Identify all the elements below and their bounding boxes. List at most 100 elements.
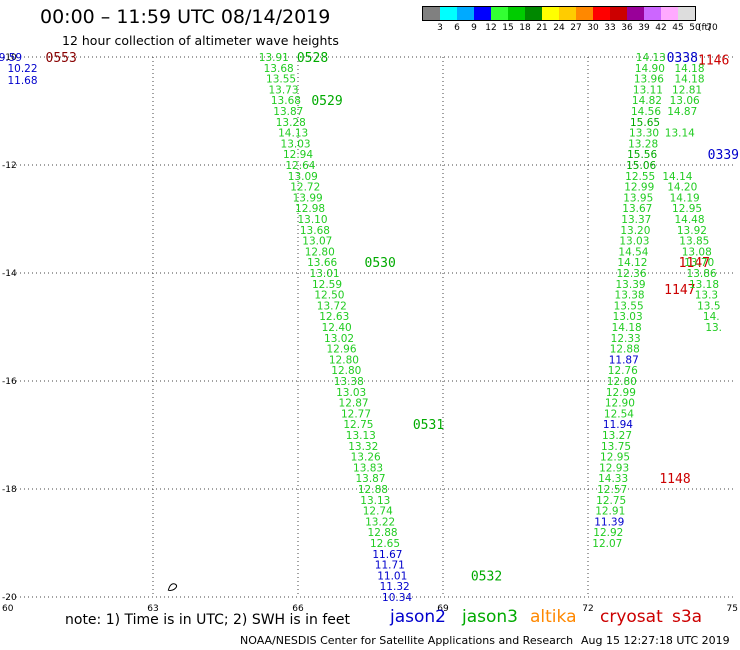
swh-value: 13.68: [271, 95, 301, 107]
page-title: 00:00 – 11:59 UTC 08/14/2019: [40, 6, 331, 28]
swh-value: 12.63: [319, 311, 349, 323]
swh-value: 15.65: [630, 117, 660, 129]
legend-swatch: [661, 7, 678, 20]
swh-value: 13.06: [670, 95, 700, 107]
legend-tick-label: 42: [655, 23, 667, 33]
swh-value: 15.06: [626, 160, 656, 172]
swh-value: 14.13: [636, 52, 666, 64]
swh-value: 13.03: [613, 311, 643, 323]
swh-value: 14.14: [662, 171, 692, 183]
swh-value: 11.87: [609, 354, 639, 366]
legend-tick-label: 45: [672, 23, 684, 33]
swh-value: 13.03: [619, 236, 649, 248]
swh-value: 12.75: [596, 495, 626, 507]
swh-value: 12.99: [624, 182, 654, 194]
swh-value: 12.90: [605, 398, 635, 410]
legend-tick-label: 3: [437, 23, 443, 33]
legend-swatch: [644, 7, 661, 20]
legend-tick-label: 21: [536, 23, 548, 33]
legend-tick-label: 15: [502, 23, 514, 33]
time-label: 0532: [471, 569, 502, 584]
lat-tick-label: -16: [2, 377, 17, 387]
swh-value: 14.13: [278, 128, 308, 140]
swh-value: 13.08: [682, 246, 712, 258]
page-subtitle: 12 hour collection of altimeter wave hei…: [62, 33, 339, 48]
swh-value: 14.54: [618, 246, 648, 258]
legend-swatch: [508, 7, 525, 20]
legend-tick-label: 12: [485, 23, 497, 33]
swh-value: 13.83: [353, 462, 383, 474]
swh-value: 12.36: [616, 268, 646, 280]
generated-timestamp: Aug 15 12:27:18 UTC 2019: [581, 634, 730, 647]
swh-value: 12.33: [611, 333, 641, 345]
swh-value: 13.92: [677, 225, 707, 237]
legend-tick-label: 50: [689, 23, 701, 33]
swh-value: 13.55: [266, 74, 296, 86]
swh-value: 12.07: [592, 538, 622, 550]
swh-value: 10.34: [382, 592, 412, 604]
swh-value: 13.28: [276, 117, 306, 129]
legend-tick-label: 27: [570, 23, 582, 33]
time-label: 0531: [413, 418, 444, 433]
satellite-altika: altika: [530, 607, 577, 627]
swh-value: 10.22: [7, 63, 37, 75]
swh-value: 12.50: [314, 290, 344, 302]
swh-value: 13.32: [348, 441, 378, 453]
lon-tick-label: 60: [2, 604, 14, 614]
swh-value: 13.22: [365, 516, 395, 528]
swh-value: 13.37: [621, 214, 651, 226]
legend-tick-label: 70: [706, 23, 718, 33]
swh-value: 12.75: [343, 419, 373, 431]
swh-value: 12.92: [593, 527, 623, 539]
swh-value: 13.18: [689, 279, 719, 291]
swh-value: 14.56: [631, 106, 661, 118]
swh-value: 13.02: [324, 333, 354, 345]
swh-value: 12.88: [610, 344, 640, 356]
swh-value: 13.11: [633, 84, 663, 96]
swh-value: 13.: [705, 322, 722, 334]
swh-value: 12.88: [358, 484, 388, 496]
color-legend: 3 6 9 12 15 18 21 24 27 30 33 36 39 42 45 50 70 (ft): [422, 6, 718, 35]
swh-value: 13.01: [310, 268, 340, 280]
swh-value: 13.5: [697, 300, 720, 312]
swh-value: 13.38: [615, 290, 645, 302]
time-label: 0529: [311, 94, 342, 109]
swh-value: 14.48: [674, 214, 704, 226]
swh-value: 14.82: [632, 95, 662, 107]
legend-swatch: [423, 7, 440, 20]
swh-value: 15.56: [627, 149, 657, 161]
swh-value: 14.87: [667, 106, 697, 118]
legend-tick-label: 39: [638, 23, 650, 33]
time-label: 1148: [659, 472, 690, 487]
swh-value: 12.81: [672, 84, 702, 96]
legend-tick-label: 30: [587, 23, 599, 33]
legend-swatch: [627, 7, 644, 20]
swh-value: 12.95: [672, 203, 702, 215]
swh-value: 13.13: [360, 495, 390, 507]
time-label: 0338: [667, 51, 698, 66]
swh-value: 12.91: [595, 506, 625, 518]
swh-value: 12.87: [339, 398, 369, 410]
swh-value: 12.64: [285, 160, 315, 172]
legend-swatch: [491, 7, 508, 20]
legend-tick-label: 9: [471, 23, 477, 33]
swh-value: 12.94: [283, 149, 313, 161]
swh-value: 13.27: [602, 430, 632, 442]
footer-note: note: 1) Time is in UTC; 2) SWH is in fe…: [65, 612, 351, 628]
swh-value: 11.67: [372, 549, 402, 561]
legend-swatches: [422, 6, 696, 21]
island-marker: [167, 583, 178, 592]
swh-value: 14.12: [617, 257, 647, 269]
swh-value: 14.19: [670, 192, 700, 204]
swh-value: 13.85: [679, 236, 709, 248]
swh-value: 13.86: [687, 268, 717, 280]
lat-tick-label: -20: [2, 593, 17, 603]
legend-swatch: [525, 7, 542, 20]
satellite-s3a: s3a: [672, 607, 703, 627]
swh-value: 14.18: [674, 63, 704, 75]
swh-value: 13.96: [634, 74, 664, 86]
swh-value: 13.68: [300, 225, 330, 237]
swh-value: 11.01: [377, 570, 407, 582]
swh-value: 12.80: [329, 354, 359, 366]
swh-value: 14.18: [674, 74, 704, 86]
